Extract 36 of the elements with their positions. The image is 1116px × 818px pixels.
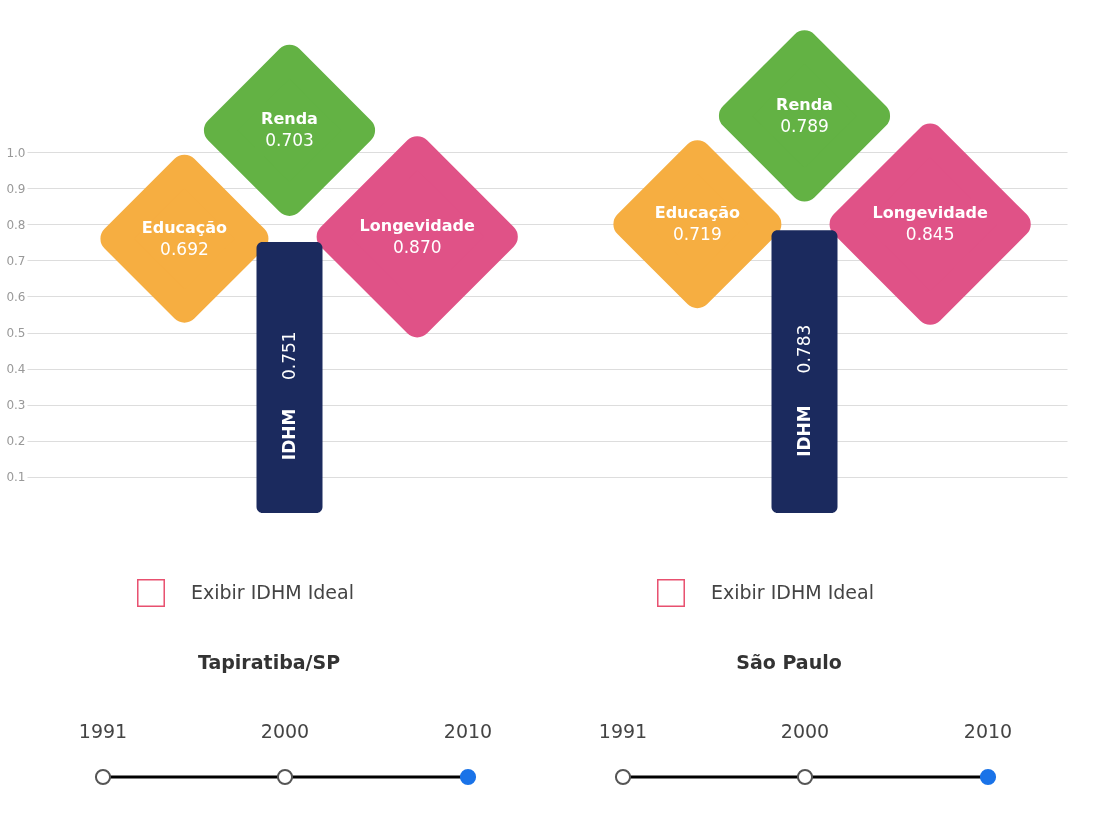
text: IDHM <box>793 405 814 457</box>
annotation: Educação <box>141 217 228 237</box>
text: 1991 <box>78 720 128 742</box>
text: 0.789 <box>780 115 829 136</box>
text: 2010 <box>443 720 493 742</box>
y-tick-label: 1.0 <box>6 145 26 160</box>
text: 0.703 <box>265 130 314 151</box>
annotation: Longevidade <box>872 203 988 223</box>
annotation: 0.845 <box>905 224 955 245</box>
data-label: 0.783 <box>793 324 814 374</box>
y-tick-label: 0.5 <box>6 326 26 340</box>
text: Exibir IDHM Ideal <box>711 581 874 603</box>
y-tick-label: 0.9 <box>6 181 26 196</box>
y-tick-label: 0.6 <box>6 289 26 304</box>
y-tick-label: 0.3 <box>6 398 26 413</box>
annotation: 0.692 <box>160 238 209 259</box>
y-tick-label: 0.7 <box>6 253 26 268</box>
text: Renda <box>776 94 833 114</box>
y-tick-label: 0.8 <box>6 217 26 232</box>
y-tick-label: 0.4 <box>6 362 26 377</box>
annotation: 0.719 <box>673 224 722 245</box>
text: São Paulo <box>736 651 842 673</box>
text: Exibir IDHM Ideal <box>191 581 354 603</box>
text: 1991 <box>598 720 648 742</box>
data-label: 0.751 <box>278 331 299 381</box>
annotation: Longevidade <box>359 215 476 235</box>
annotation: 0.870 <box>392 236 442 257</box>
annotation: Educação <box>654 203 741 223</box>
y-tick-label: 0.2 <box>6 434 26 449</box>
text: Renda <box>261 109 318 129</box>
text: 2000 <box>780 720 830 742</box>
text: 2010 <box>963 720 1013 742</box>
text: Tapiratiba/SP <box>197 651 341 673</box>
series-label: IDHM <box>278 408 299 461</box>
text: 2000 <box>260 720 310 742</box>
y-tick-label: 0.1 <box>6 470 26 485</box>
